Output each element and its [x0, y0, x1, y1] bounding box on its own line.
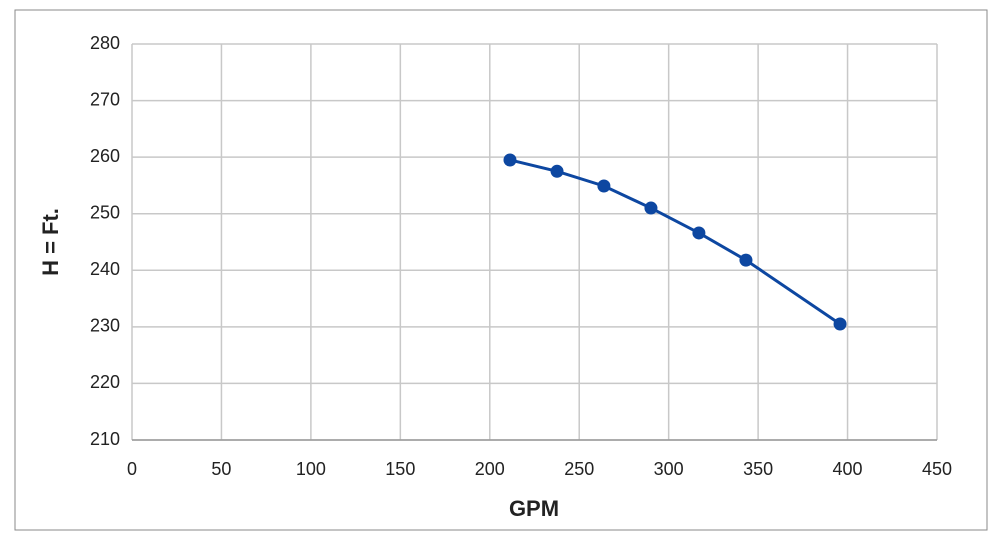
- x-tick-label: 350: [743, 459, 773, 479]
- y-tick-label: 250: [90, 202, 120, 222]
- x-tick-label: 200: [475, 459, 505, 479]
- y-tick-label: 210: [90, 429, 120, 449]
- data-point: [550, 164, 564, 178]
- x-tick-label: 250: [564, 459, 594, 479]
- x-tick-label: 400: [833, 459, 863, 479]
- y-tick-label: 240: [90, 259, 120, 279]
- y-tick-label: 280: [90, 33, 120, 53]
- y-tick-label: 270: [90, 89, 120, 109]
- y-axis-label: H = Ft.: [38, 208, 63, 276]
- y-tick-label: 220: [90, 372, 120, 392]
- x-tick-label: 300: [654, 459, 684, 479]
- data-point: [692, 226, 706, 240]
- x-axis-label: GPM: [509, 496, 559, 521]
- data-point: [644, 201, 658, 215]
- x-tick-label: 0: [127, 459, 137, 479]
- data-point: [739, 253, 753, 267]
- data-point: [597, 179, 611, 193]
- y-tick-label: 260: [90, 146, 120, 166]
- data-point: [503, 153, 517, 167]
- x-tick-label: 50: [211, 459, 231, 479]
- x-tick-label: 450: [922, 459, 952, 479]
- y-tick-label: 230: [90, 316, 120, 336]
- x-tick-label: 100: [296, 459, 326, 479]
- x-tick-label: 150: [385, 459, 415, 479]
- data-point: [833, 317, 847, 331]
